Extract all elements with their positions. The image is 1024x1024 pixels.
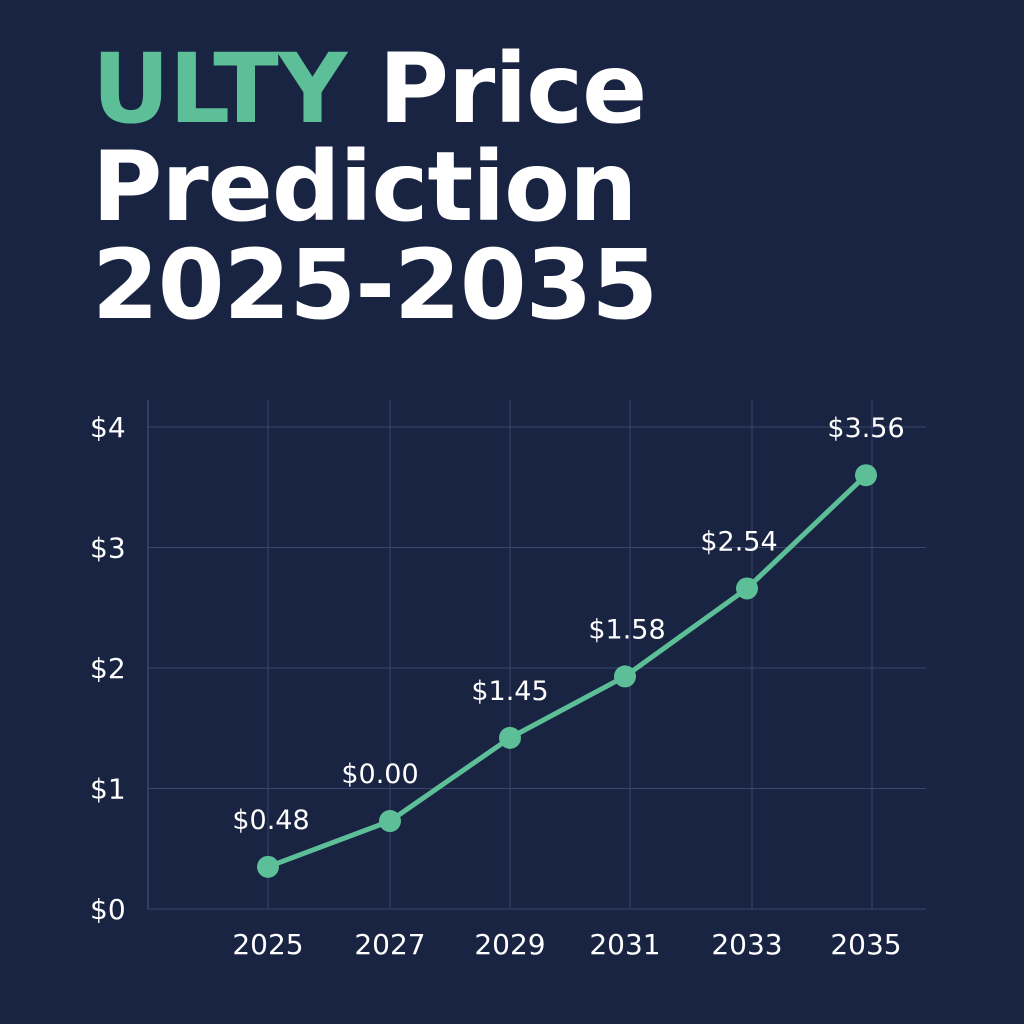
data-label: $1.58: [588, 614, 665, 645]
data-label: $1.45: [471, 676, 548, 707]
data-point: [855, 464, 877, 487]
x-tick-label: 2027: [354, 928, 425, 961]
data-label: $0.48: [232, 805, 309, 836]
series-line: [265, 472, 869, 870]
y-tick-label: $4: [90, 411, 126, 444]
x-tick-label: 2035: [830, 928, 901, 961]
data-label: $0.00: [341, 759, 418, 790]
x-tick-label: 2031: [589, 928, 660, 961]
data-point: [736, 577, 758, 600]
data-point: [499, 726, 521, 749]
y-tick-label: $3: [90, 532, 126, 565]
data-point: [379, 810, 401, 833]
title-rest: Price: [378, 33, 648, 145]
data-label: $3.56: [827, 413, 904, 444]
y-tick-label: $1: [90, 773, 126, 806]
data-point: [257, 855, 279, 878]
title-accent: ULTY: [92, 33, 347, 145]
y-tick-label: $0: [90, 893, 126, 926]
title-line-2: Prediction: [92, 131, 637, 243]
x-tick-label: 2025: [232, 928, 303, 961]
title-line-3: 2025-2035: [92, 229, 658, 341]
x-tick-label: 2029: [474, 928, 545, 961]
title-line-1: ULTY Price: [92, 40, 657, 138]
page-title: ULTY Price Prediction 2025-2035: [92, 40, 658, 341]
data-label: $2.54: [700, 526, 777, 557]
x-tick-label: 2033: [711, 928, 782, 961]
y-tick-label: $2: [90, 652, 126, 685]
data-point: [614, 665, 636, 688]
